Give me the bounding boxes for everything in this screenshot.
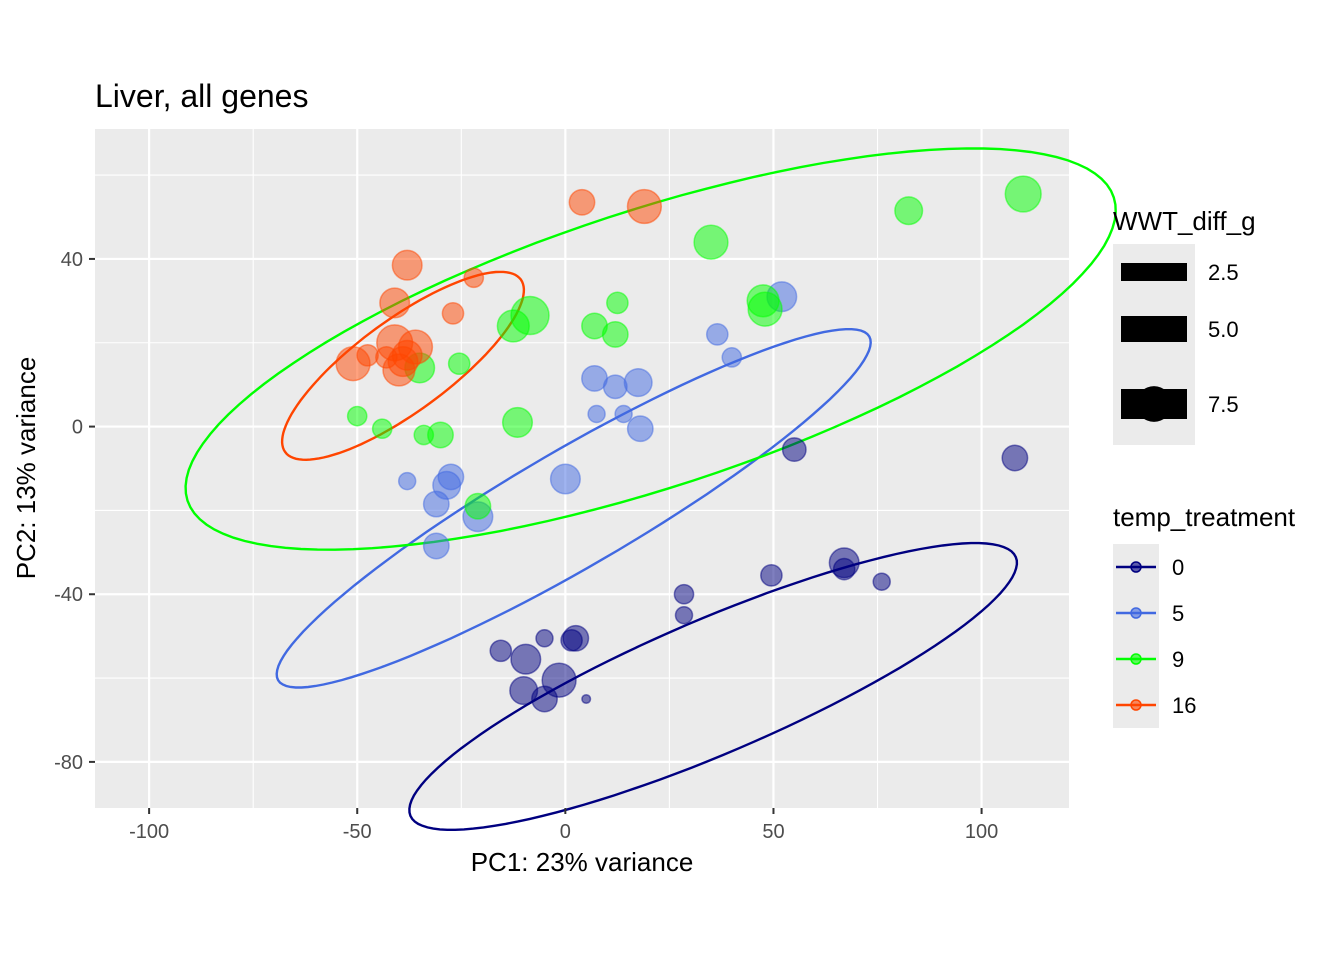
axis-ticks: -100 -50 0 50 100 -80 -40 0 40 — [54, 249, 998, 843]
point-group-9 — [747, 291, 783, 327]
ellipse-group-9 — [184, 147, 1117, 551]
chart-title: Liver, all genes — [95, 78, 308, 114]
point-group-0 — [872, 572, 891, 591]
point-group-16 — [568, 188, 596, 216]
color-legend-label: 16 — [1172, 693, 1196, 718]
point-group-0 — [760, 564, 783, 587]
y-tick-label: 40 — [61, 249, 83, 271]
point-group-0 — [581, 693, 592, 705]
point-group-9 — [371, 418, 393, 440]
x-tick-label: -100 — [129, 821, 169, 843]
point-group-5 — [549, 463, 581, 495]
point-group-0 — [1001, 444, 1029, 472]
point-group-0 — [832, 557, 856, 581]
point-group-0 — [531, 685, 558, 713]
size-legend-key-bar — [1121, 389, 1187, 419]
plot-panel — [95, 129, 1069, 808]
color-legend-key-dot — [1130, 561, 1142, 573]
group-ellipses — [184, 147, 1117, 831]
point-group-0 — [510, 643, 542, 675]
point-group-5 — [422, 532, 450, 560]
point-group-16 — [626, 188, 663, 225]
point-group-16 — [379, 287, 411, 319]
color-legend-key-dot — [1130, 699, 1142, 711]
ellipse-group-5 — [275, 328, 872, 689]
point-group-9 — [346, 405, 368, 427]
point-group-5 — [587, 404, 606, 424]
point-group-16 — [441, 302, 465, 325]
size-legend-key-bar — [1121, 263, 1187, 281]
size-legend: WWT_diff_g 2.5 5.0 7.5 — [1113, 206, 1256, 445]
point-group-5 — [614, 404, 633, 424]
point-group-16 — [335, 346, 371, 382]
point-group-16 — [463, 267, 485, 289]
point-group-5 — [397, 471, 417, 491]
color-legend-title: temp_treatment — [1113, 502, 1296, 532]
point-group-16 — [391, 249, 423, 281]
x-axis-label: PC1: 23% variance — [471, 847, 694, 877]
point-group-16 — [382, 353, 416, 387]
point-group-9 — [693, 224, 729, 260]
color-legend-label: 9 — [1172, 647, 1184, 672]
size-legend-label: 5.0 — [1208, 317, 1239, 342]
point-group-9 — [601, 320, 629, 348]
y-tick-label: -40 — [54, 584, 83, 606]
ellipse-group-16 — [280, 270, 526, 462]
color-legend-label: 5 — [1172, 601, 1184, 626]
y-axis-label: PC2: 13% variance — [11, 357, 41, 580]
y-tick-label: -80 — [54, 752, 83, 774]
point-group-9 — [427, 421, 454, 449]
point-group-5 — [623, 368, 653, 398]
point-group-0 — [489, 639, 513, 663]
grid-lines — [95, 129, 1069, 808]
point-group-9 — [606, 291, 629, 315]
point-group-5 — [422, 490, 450, 518]
x-tick-label: 0 — [560, 821, 571, 843]
point-group-5 — [705, 323, 729, 346]
point-group-9 — [447, 352, 471, 376]
color-legend-key-dot — [1130, 653, 1142, 665]
point-group-5 — [602, 374, 628, 400]
size-legend-label: 7.5 — [1208, 392, 1239, 417]
size-legend-title: WWT_diff_g — [1113, 206, 1256, 236]
point-group-5 — [721, 347, 743, 368]
color-legend-label: 0 — [1172, 555, 1184, 580]
point-group-9 — [496, 309, 530, 343]
point-group-0 — [560, 628, 583, 652]
color-legend-key-background — [1113, 544, 1159, 728]
point-group-0 — [781, 437, 807, 463]
x-tick-label: 50 — [762, 821, 784, 843]
point-group-9 — [894, 196, 924, 226]
point-group-9 — [501, 406, 534, 438]
point-group-0 — [673, 583, 695, 605]
point-group-0 — [674, 605, 694, 625]
point-group-0 — [535, 629, 554, 648]
size-legend-label: 2.5 — [1208, 260, 1239, 285]
x-tick-label: -50 — [343, 821, 372, 843]
data-points — [335, 175, 1042, 713]
color-legend-key-dot — [1130, 607, 1142, 619]
size-legend-key-bar — [1121, 316, 1187, 342]
point-group-9 — [1004, 175, 1042, 213]
x-tick-label: 100 — [965, 821, 998, 843]
point-group-9 — [464, 492, 492, 520]
point-group-5 — [626, 415, 654, 443]
y-tick-label: 0 — [72, 417, 83, 439]
color-legend: temp_treatment 0 5 9 16 — [1113, 502, 1296, 728]
